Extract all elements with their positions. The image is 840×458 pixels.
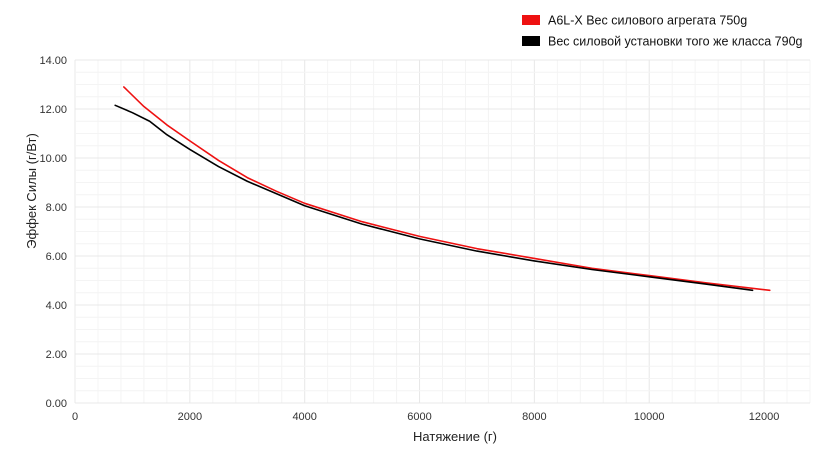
- series-line-1: [123, 86, 771, 292]
- y-axis-title: Эффек Силы (г/Вт): [24, 133, 39, 249]
- x-axis-ticks: 0 2000 4000 6000 8000 10000 12000: [72, 411, 779, 423]
- x-tick-label: 12000: [749, 411, 780, 423]
- legend-swatch-2: [522, 36, 540, 46]
- grid: [74, 59, 811, 404]
- y-axis-ticks: 0.00 2.00 4.00 6.00 8.00 10.00 12.00 14.00: [39, 55, 67, 410]
- y-tick-label: 0.00: [46, 398, 67, 410]
- legend-label-2: Вес силовой установки того же класса 790…: [548, 35, 803, 49]
- y-tick-label: 6.00: [46, 251, 67, 263]
- y-tick-label: 4.00: [46, 300, 67, 312]
- legend: A6L-X Вес силового агрегата 750g Вес сило…: [522, 14, 803, 49]
- series-line-2: [114, 104, 754, 292]
- plot-series: [114, 86, 771, 292]
- x-tick-label: 8000: [522, 411, 546, 423]
- x-tick-label: 6000: [407, 411, 431, 423]
- x-tick-label: 4000: [292, 411, 316, 423]
- y-tick-label: 10.00: [39, 153, 67, 165]
- x-tick-label: 2000: [178, 411, 202, 423]
- y-tick-label: 2.00: [46, 349, 67, 361]
- y-tick-label: 12.00: [39, 104, 67, 116]
- x-axis-title: Натяжение (г): [413, 429, 497, 444]
- x-tick-label: 10000: [634, 411, 665, 423]
- y-tick-label: 8.00: [46, 202, 67, 214]
- y-tick-label: 14.00: [39, 55, 67, 67]
- legend-label-1: A6L-X Вес силового агрегата 750g: [548, 14, 747, 28]
- x-tick-label: 0: [72, 411, 78, 423]
- legend-swatch-1: [522, 15, 540, 25]
